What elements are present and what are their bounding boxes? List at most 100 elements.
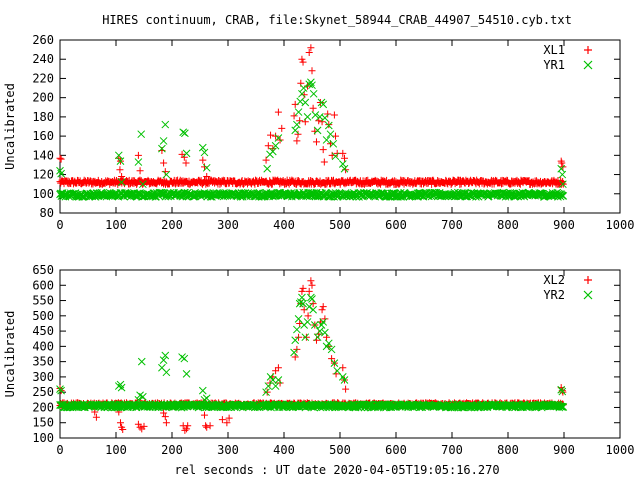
xl2-point [302,333,310,341]
x-tick-label: 200 [161,218,183,232]
yr2-point [301,333,310,342]
xl2-point [140,422,148,430]
yr2-point [354,403,363,411]
chart-title: HIRES continuum, CRAB, file:Skynet_58944… [102,13,572,27]
xl2-point [308,281,316,289]
x-tick-label: 900 [553,443,575,457]
x-tick-label: 800 [497,443,519,457]
xl1-point [340,154,348,162]
yr2-point [271,382,280,390]
yr2-point [180,354,189,363]
x-tick-label: 1000 [606,218,635,232]
xl2-point [318,306,326,314]
xl2-point [134,420,142,428]
yr2-point [274,376,283,384]
xl2-point [203,423,211,431]
yr1-point [308,81,316,90]
yr1-point [303,113,312,121]
x-tick-label: 700 [441,443,463,457]
data-marks [56,277,568,434]
xl1-point [57,155,65,163]
xl1-point [160,159,168,167]
xl1-point [290,112,298,120]
xl1-point [298,55,306,63]
xl1-point [293,137,301,145]
yr1-point [268,147,277,156]
yr2-point [162,368,171,377]
yr1-point [299,84,308,92]
xl1-point [324,110,332,118]
xl1-point [300,91,308,99]
yr1-point [338,160,347,168]
yr1-point [271,141,280,150]
x-tick-label: 300 [217,443,239,457]
yr2-point [161,351,170,360]
yr1-point [263,164,272,173]
yr1-point [298,89,306,98]
y-tick-label: 180 [32,110,54,124]
yr2-point [319,318,328,326]
yr2-point [333,366,342,375]
xl1-point [278,124,286,132]
x-tick-label: 900 [553,218,575,232]
yr2-point [321,328,329,337]
yr1-point [293,120,301,129]
yr2-point [303,318,312,326]
x-tick-label: 400 [273,218,295,232]
yr1-point [134,158,143,166]
xl2-point [225,414,233,422]
y-tick-label: 160 [32,129,54,143]
yr1-point [329,139,338,148]
x-tick-label: 100 [105,443,127,457]
xl1-point [320,158,328,166]
yr2-point [309,305,317,314]
yr1-point [57,169,65,178]
xl1-point [312,138,320,146]
x-tick-label: 500 [329,443,351,457]
xl1-point [299,58,307,66]
yr2-point [299,299,307,308]
xl2-point [136,423,144,431]
xl2-point [161,413,169,421]
x-tick-label: 0 [56,443,63,457]
yr2-point [200,395,209,404]
yr2-point [134,395,143,404]
xl1-point [200,163,208,171]
y-tick-label: 350 [32,355,54,369]
yr2-point [290,348,298,357]
legend-marker [584,276,592,284]
y-tick-label: 400 [32,339,54,353]
xl1-point [267,131,275,139]
xl2-point [200,411,208,419]
y-tick-label: 650 [32,263,54,277]
yr2-point [139,392,147,401]
yr1-point [558,170,567,179]
xl2-point [184,422,192,430]
yr2-point [178,353,186,361]
yr2-point [202,394,211,403]
x-tick-label: 600 [385,443,407,457]
yr2-point [264,382,273,390]
yr1-point [116,157,125,165]
yr2-point [310,321,319,329]
y-tick-label: 240 [32,52,54,66]
yr2-point [330,359,339,368]
y-tick-label: 120 [32,168,54,182]
x-tick-label: 800 [497,218,519,232]
yr1-point [291,126,300,135]
yr1-point [322,136,331,144]
yr2-point [308,295,316,303]
yr1-point [319,100,328,109]
yr1-point [182,149,191,158]
yr1-point [559,180,567,189]
yr2-point [558,387,567,396]
panel-1: 80 100 120 140 160 180 200 220 240 260 0 100 200 300 4… [3,33,634,232]
xl1-point [264,142,272,150]
yr2-point [298,293,306,302]
xl2-point [307,277,315,285]
x-tick-label: 0 [56,218,63,232]
x-tick-label: 300 [217,218,239,232]
yr1-point [161,120,170,129]
y-tick-label: 150 [32,416,54,430]
xl1-point [294,130,302,138]
